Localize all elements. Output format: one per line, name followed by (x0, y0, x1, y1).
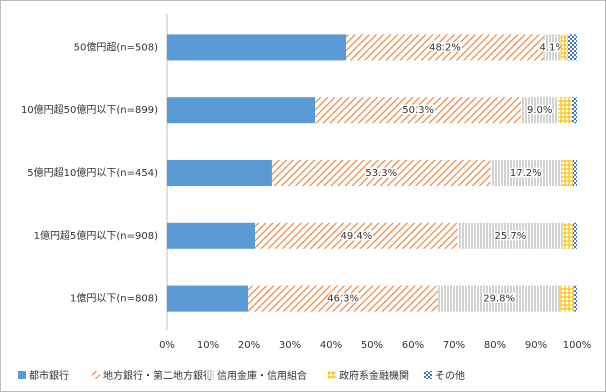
legend-label: 地方銀行・第二地方銀行 (103, 369, 213, 382)
bar-segment (346, 34, 544, 61)
bar-segment (561, 160, 573, 186)
bar-segment (271, 160, 491, 186)
legend-label: 信用金庫・信用組合 (217, 369, 307, 382)
bar-segment (167, 34, 347, 61)
data-label: 29.8% (483, 294, 515, 305)
data-label: 25.7% (494, 231, 526, 242)
y-tick-label: 1億円超5億円以下(n=908) (34, 229, 158, 242)
data-label: 49.4% (341, 231, 373, 242)
y-tick-label: 5億円超10億円以下(n=454) (27, 166, 158, 179)
x-tick-label: 10% (197, 340, 219, 351)
legend-swatch (92, 371, 100, 379)
legend-swatch (206, 371, 214, 379)
bar-segment (438, 285, 561, 312)
bar-segment (567, 34, 577, 61)
bar-segment (560, 34, 568, 61)
bar-segment (248, 285, 439, 312)
bar-segment (543, 34, 561, 61)
bar-segment (167, 97, 316, 124)
bar-segment (572, 97, 577, 124)
legend-swatch (424, 371, 432, 379)
x-tick-label: 20% (238, 340, 260, 351)
x-tick-label: 0% (159, 340, 175, 351)
bar-segment (457, 222, 564, 249)
legend-label: 都市銀行 (29, 369, 69, 382)
bar-segment (558, 97, 573, 124)
x-tick-label: 90% (525, 340, 547, 351)
data-label: 9.0% (527, 105, 552, 116)
bar-segment (167, 160, 272, 186)
bar-segment (572, 160, 577, 186)
y-tick-label: 1億円以下(n=808) (70, 292, 158, 305)
x-tick-label: 40% (320, 340, 342, 351)
legend-swatch (328, 371, 336, 379)
x-tick-label: 60% (402, 340, 424, 351)
bar-segment (490, 160, 562, 186)
data-label: 4.1% (539, 42, 564, 53)
data-label: 46.3% (327, 294, 359, 305)
legend-label: 政府系金融機関 (339, 369, 409, 382)
bar-segment (521, 97, 559, 124)
bar-segment (563, 222, 573, 249)
legend-label: その他 (435, 369, 465, 382)
data-label: 53.3% (365, 168, 397, 179)
x-tick-label: 100% (563, 340, 592, 351)
bar-segment (167, 222, 256, 249)
y-tick-label: 50億円超(n=508) (74, 40, 158, 53)
data-label: 50.3% (402, 105, 434, 116)
x-tick-label: 80% (484, 340, 506, 351)
x-tick-label: 50% (361, 340, 383, 351)
data-label: 48.2% (429, 42, 461, 53)
bar-segment (167, 285, 249, 312)
x-tick-label: 70% (443, 340, 465, 351)
data-label: 17.2% (510, 168, 542, 179)
legend-swatch (18, 371, 26, 379)
bar-segment (315, 97, 522, 124)
bar-segment (560, 285, 575, 312)
bar-segment (255, 222, 458, 249)
x-tick-label: 30% (279, 340, 301, 351)
y-tick-label: 10億円超50億円以下(n=899) (21, 103, 158, 116)
bar-segment (572, 222, 577, 249)
bar-segment (574, 285, 577, 312)
